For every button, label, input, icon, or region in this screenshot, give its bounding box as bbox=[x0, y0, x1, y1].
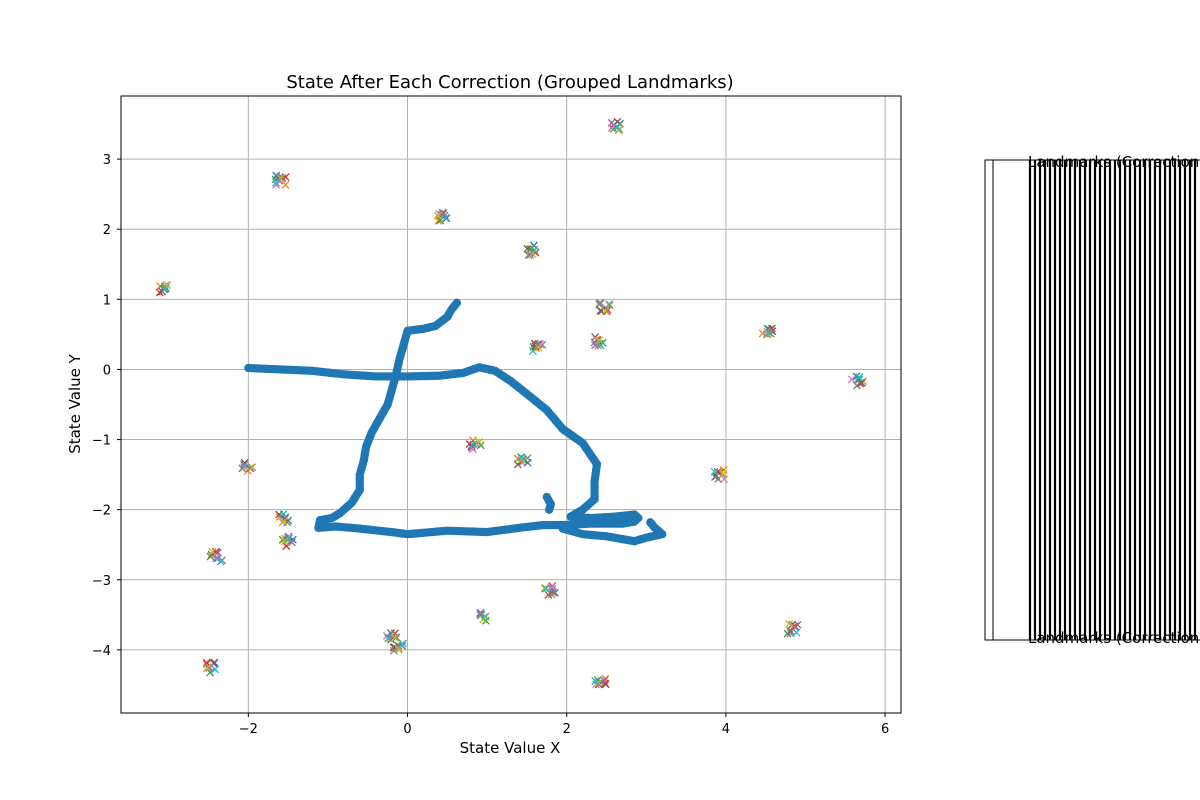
landmark-marker bbox=[481, 612, 490, 621]
landmark-marker bbox=[785, 620, 794, 628]
landmark-marker bbox=[211, 665, 219, 674]
landmark-marker bbox=[591, 676, 600, 685]
landmark-marker bbox=[855, 373, 864, 382]
landmark-marker bbox=[384, 634, 392, 643]
landmark-marker bbox=[513, 460, 522, 469]
landmark-marker bbox=[161, 284, 170, 293]
landmark-marker bbox=[710, 467, 719, 476]
landmark-marker bbox=[240, 460, 249, 469]
landmark-marker bbox=[766, 329, 775, 338]
landmark-marker bbox=[278, 173, 287, 182]
landmark-marker bbox=[391, 633, 399, 642]
landmark-marker bbox=[597, 307, 606, 316]
landmark-marker bbox=[212, 547, 220, 556]
landmark-marker bbox=[534, 343, 543, 352]
landmark-marker bbox=[517, 453, 526, 462]
y-axis-ticks: 3 2 1 0 −1 −2 −3 −4 bbox=[92, 153, 121, 659]
chart-title: State After Each Correction (Grouped Lan… bbox=[286, 72, 733, 93]
landmark-marker bbox=[596, 341, 605, 350]
landmark-markers bbox=[155, 117, 867, 689]
landmark-marker bbox=[272, 181, 281, 189]
x-tick-label: 4 bbox=[722, 722, 730, 737]
x-tick-label: 6 bbox=[881, 722, 889, 737]
y-axis-label: State Value Y bbox=[66, 353, 84, 453]
landmark-marker bbox=[793, 620, 802, 629]
landmark-marker bbox=[528, 250, 537, 258]
legend-entries bbox=[1028, 160, 1197, 640]
landmark-marker bbox=[208, 547, 217, 556]
landmark-marker bbox=[211, 554, 220, 563]
landmark-marker bbox=[857, 378, 866, 387]
legend: Landmarks (Correction Landmarks (Correct… bbox=[984, 153, 1200, 647]
landmark-marker bbox=[544, 590, 553, 599]
x-tick-label: −2 bbox=[239, 722, 258, 737]
landmark-marker bbox=[764, 328, 773, 337]
landmark-marker bbox=[786, 627, 795, 636]
landmark-marker bbox=[526, 250, 535, 259]
landmark-marker bbox=[279, 509, 288, 518]
landmark-marker bbox=[205, 663, 214, 672]
landmark-marker bbox=[528, 347, 537, 355]
y-tick-label: 2 bbox=[103, 223, 111, 238]
landmark-marker bbox=[475, 437, 484, 446]
x-tick-label: 0 bbox=[403, 722, 411, 737]
landmark-marker bbox=[248, 463, 257, 472]
landmark-marker bbox=[433, 211, 442, 220]
landmark-marker bbox=[202, 664, 211, 673]
landmark-marker bbox=[719, 469, 728, 478]
trajectory-point bbox=[646, 518, 655, 527]
landmark-marker bbox=[238, 464, 247, 473]
legend-frame-outer bbox=[984, 159, 1200, 641]
y-tick-label: −3 bbox=[92, 574, 111, 589]
landmark-marker bbox=[595, 298, 604, 307]
landmark-marker bbox=[441, 214, 450, 223]
y-tick-label: 3 bbox=[103, 153, 111, 168]
plot-area-frame bbox=[120, 95, 902, 714]
landmark-marker bbox=[382, 631, 391, 640]
landmark-marker bbox=[469, 440, 478, 449]
x-axis-ticks: −2 0 2 4 6 bbox=[239, 713, 889, 737]
landmark-marker bbox=[590, 338, 599, 347]
landmark-marker bbox=[281, 180, 290, 189]
landmark-marker bbox=[438, 208, 447, 217]
x-axis-label: State Value X bbox=[460, 739, 561, 757]
legend-label-top: Landmarks (Correction bbox=[1028, 153, 1199, 171]
landmark-marker bbox=[285, 534, 293, 543]
y-tick-label: 1 bbox=[103, 293, 111, 308]
landmark-marker bbox=[279, 517, 288, 526]
legend-frame-inner bbox=[992, 159, 1200, 641]
landmark-marker bbox=[246, 464, 255, 473]
x-tick-label: 2 bbox=[563, 722, 571, 737]
landmark-marker bbox=[601, 307, 610, 316]
y-tick-label: −4 bbox=[92, 644, 111, 659]
trajectory-point bbox=[545, 505, 554, 514]
landmark-marker bbox=[597, 678, 605, 687]
trajectory-points bbox=[244, 298, 667, 546]
y-tick-label: −2 bbox=[92, 504, 111, 519]
landmark-marker bbox=[613, 122, 622, 131]
y-tick-label: −1 bbox=[92, 434, 111, 449]
legend-label-bottom: Landmarks (Correction bbox=[1028, 629, 1199, 647]
landmark-marker bbox=[542, 584, 551, 593]
landmark-marker bbox=[792, 628, 801, 637]
landmark-marker bbox=[160, 282, 169, 291]
landmark-marker bbox=[284, 516, 293, 525]
landmark-marker bbox=[216, 557, 225, 566]
landmark-marker bbox=[847, 375, 856, 384]
y-tick-label: 0 bbox=[103, 363, 111, 378]
landmark-marker bbox=[394, 645, 403, 654]
landmark-marker bbox=[155, 288, 164, 297]
landmark-marker bbox=[282, 542, 291, 550]
landmark-marker bbox=[852, 381, 861, 390]
landmark-marker bbox=[272, 178, 280, 187]
landmark-marker bbox=[517, 455, 526, 464]
trajectory-point bbox=[452, 298, 462, 308]
landmark-marker bbox=[530, 245, 539, 254]
landmark-marker bbox=[398, 639, 407, 648]
landmark-marker bbox=[549, 588, 557, 597]
landmark-marker bbox=[605, 300, 613, 309]
